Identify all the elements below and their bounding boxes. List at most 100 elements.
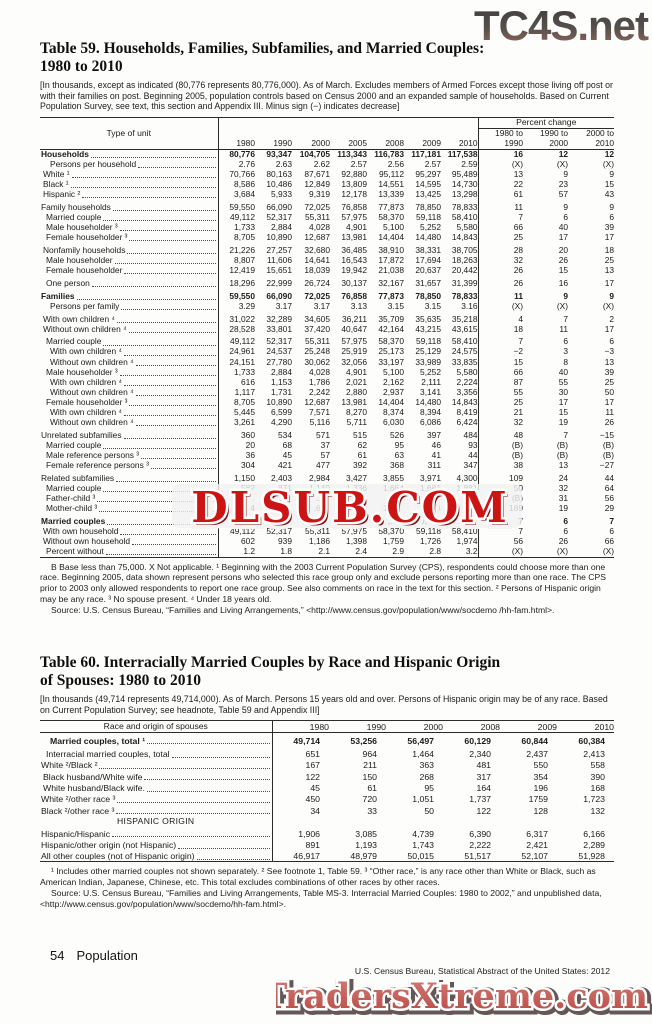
dot-leader — [116, 813, 270, 815]
value-cell: 60,129 — [378, 515, 404, 526]
row-label-cell: Hispanic/other origin (not Hispanic) — [40, 839, 272, 850]
value-cell: 55,311 — [305, 526, 330, 536]
value-cell: 12,178 — [341, 189, 367, 200]
value-cell: 32,056 — [341, 356, 367, 367]
value-cell: 4,028 — [309, 366, 330, 377]
table-row: One person 18,296 22,999 26,724 30,137 32,167… — [40, 275, 614, 289]
value-cell: 38,910 — [378, 244, 404, 255]
row-label: Without own children ⁴ — [40, 388, 218, 398]
column-header-year: 2009 — [404, 128, 441, 150]
pct-cell: 6 — [609, 212, 615, 223]
row-label-text: Hispanic/Hispanic — [41, 828, 111, 839]
table-row: Without own children ⁴ 3,261 4,290 5,116 5,7… — [40, 417, 614, 428]
value-cell: 52,107 — [521, 850, 548, 861]
value-cell: 1,733 — [217, 222, 255, 233]
table-row: Without own children ⁴ 24,151 27,780 30,062… — [40, 356, 614, 368]
pct-cell: 6 — [609, 336, 615, 347]
value-cell: 58,370 — [378, 526, 404, 536]
column-header-stub: Race and origin of spouses — [40, 721, 272, 733]
value-cell: 363 — [419, 760, 435, 771]
value-cell: 2.76 — [217, 159, 255, 170]
row-label-cell: Female reference persons ³ — [40, 461, 218, 471]
value-cell: 167 — [271, 759, 329, 771]
value-cell: 55,311 — [305, 336, 330, 347]
value-cell: 8,807 — [217, 255, 255, 266]
row-label-cell: Married couples, total ¹ — [40, 732, 272, 746]
value-cell: 51,928 — [578, 850, 605, 861]
value-cell: 31,399 — [451, 277, 478, 288]
value-cell: 12,849 — [304, 179, 330, 190]
value-cell: 2,222 — [469, 840, 491, 851]
value-cell: 38,705 — [451, 244, 478, 255]
value-cell: 25,173 — [378, 346, 404, 357]
pct-cell: 19 — [558, 503, 569, 514]
pct-cell: 18 — [604, 244, 615, 255]
value-cell: 2,224 — [456, 376, 478, 387]
value-cell: 484 — [463, 429, 478, 440]
row-label-text: Black ²/other race ³ — [41, 805, 115, 816]
value-cell: 24,537 — [266, 346, 292, 357]
value-cell: 3.15 — [387, 300, 404, 311]
value-cell: 964 — [362, 748, 378, 759]
pct-cell: 18 — [477, 324, 524, 335]
row-label: Nonfamily households — [40, 246, 218, 256]
dot-leader — [171, 756, 270, 758]
table-row: Married couples 49,714 53,256 56,497 59,373 6… — [40, 513, 614, 527]
pct-cell: −2 — [477, 347, 524, 358]
value-cell: 41 — [431, 450, 441, 461]
value-cell: 45 — [271, 781, 329, 794]
table-row: White husband/Black wife. 45 61 95 164 196 168 — [40, 781, 614, 794]
row-label: Persons per household — [40, 160, 218, 170]
value-cell: 78,850 — [415, 201, 441, 212]
table-row: Persons per family 3.29 3.17 3.17 3.13 3.15 3.… — [40, 300, 614, 312]
pct-cell: 13 — [477, 169, 524, 180]
table-row: Family households 59,550 66,090 72,025 76,85… — [40, 199, 614, 213]
value-cell: 534 — [278, 429, 292, 440]
table-row: With own children ⁴ 616 1,153 1,786 2,021 2,1… — [40, 376, 614, 388]
row-label-text: Male householder ³ — [46, 223, 118, 233]
value-cell: 558 — [590, 760, 606, 771]
dot-leader — [124, 384, 216, 386]
row-label-text: Female householder ³ — [46, 397, 128, 407]
table-row: With own children ⁴ 31,022 32,289 34,605 36,… — [40, 311, 614, 325]
dot-leader — [97, 501, 216, 503]
watermark-tradersxtreme-outline: TradersXtreme.com — [276, 978, 650, 1019]
row-label-cell: Unrelated subfamilies — [40, 428, 218, 441]
value-cell: 196 — [533, 783, 549, 794]
value-cell: 60,844 — [521, 735, 548, 746]
value-cell: 2.1 — [318, 545, 330, 556]
value-cell: 347 — [463, 460, 478, 471]
row-label: With own household — [40, 527, 218, 537]
row-label: Black ¹ — [40, 180, 218, 190]
value-cell: 10,890 — [266, 232, 292, 243]
row-label: Hispanic/other origin (not Hispanic) — [40, 840, 272, 850]
dot-leader — [114, 263, 216, 265]
value-cell: 3,855 — [383, 472, 404, 483]
row-label: Married couple — [40, 337, 218, 347]
dot-leader — [135, 395, 216, 397]
pct-cell: 7 — [563, 429, 569, 440]
value-cell: 43,215 — [415, 323, 441, 334]
value-cell: 1,737 — [469, 794, 491, 805]
value-cell: 2,937 — [383, 386, 404, 397]
row-label-text: With own children ⁴ — [50, 347, 123, 357]
value-cell: 19,942 — [341, 265, 367, 276]
value-cell: 2.9 — [392, 545, 404, 556]
pct-cell: 16 — [477, 149, 524, 160]
value-cell: 6,030 — [383, 417, 404, 428]
pct-cell: 7 — [477, 526, 524, 537]
table-row: White ²/other race ³ 450 720 1,051 1,737 1759… — [40, 793, 614, 805]
row-label-text: Male householder ³ — [46, 367, 118, 377]
row-label: Married couple — [40, 484, 218, 494]
value-cell: 52,317 — [266, 212, 292, 223]
value-cell: 5,252 — [420, 222, 441, 233]
pct-cell: 26 — [477, 265, 524, 276]
pct-cell: 17 — [604, 232, 615, 243]
row-label-text: Black ¹ — [43, 180, 69, 190]
value-cell: 1,733 — [217, 367, 255, 378]
value-cell: 59,373 — [341, 515, 367, 526]
dot-leader — [135, 425, 216, 427]
value-cell: 14,480 — [415, 396, 441, 407]
pct-cell: (X) — [602, 545, 615, 556]
value-cell: 93,347 — [266, 148, 292, 159]
